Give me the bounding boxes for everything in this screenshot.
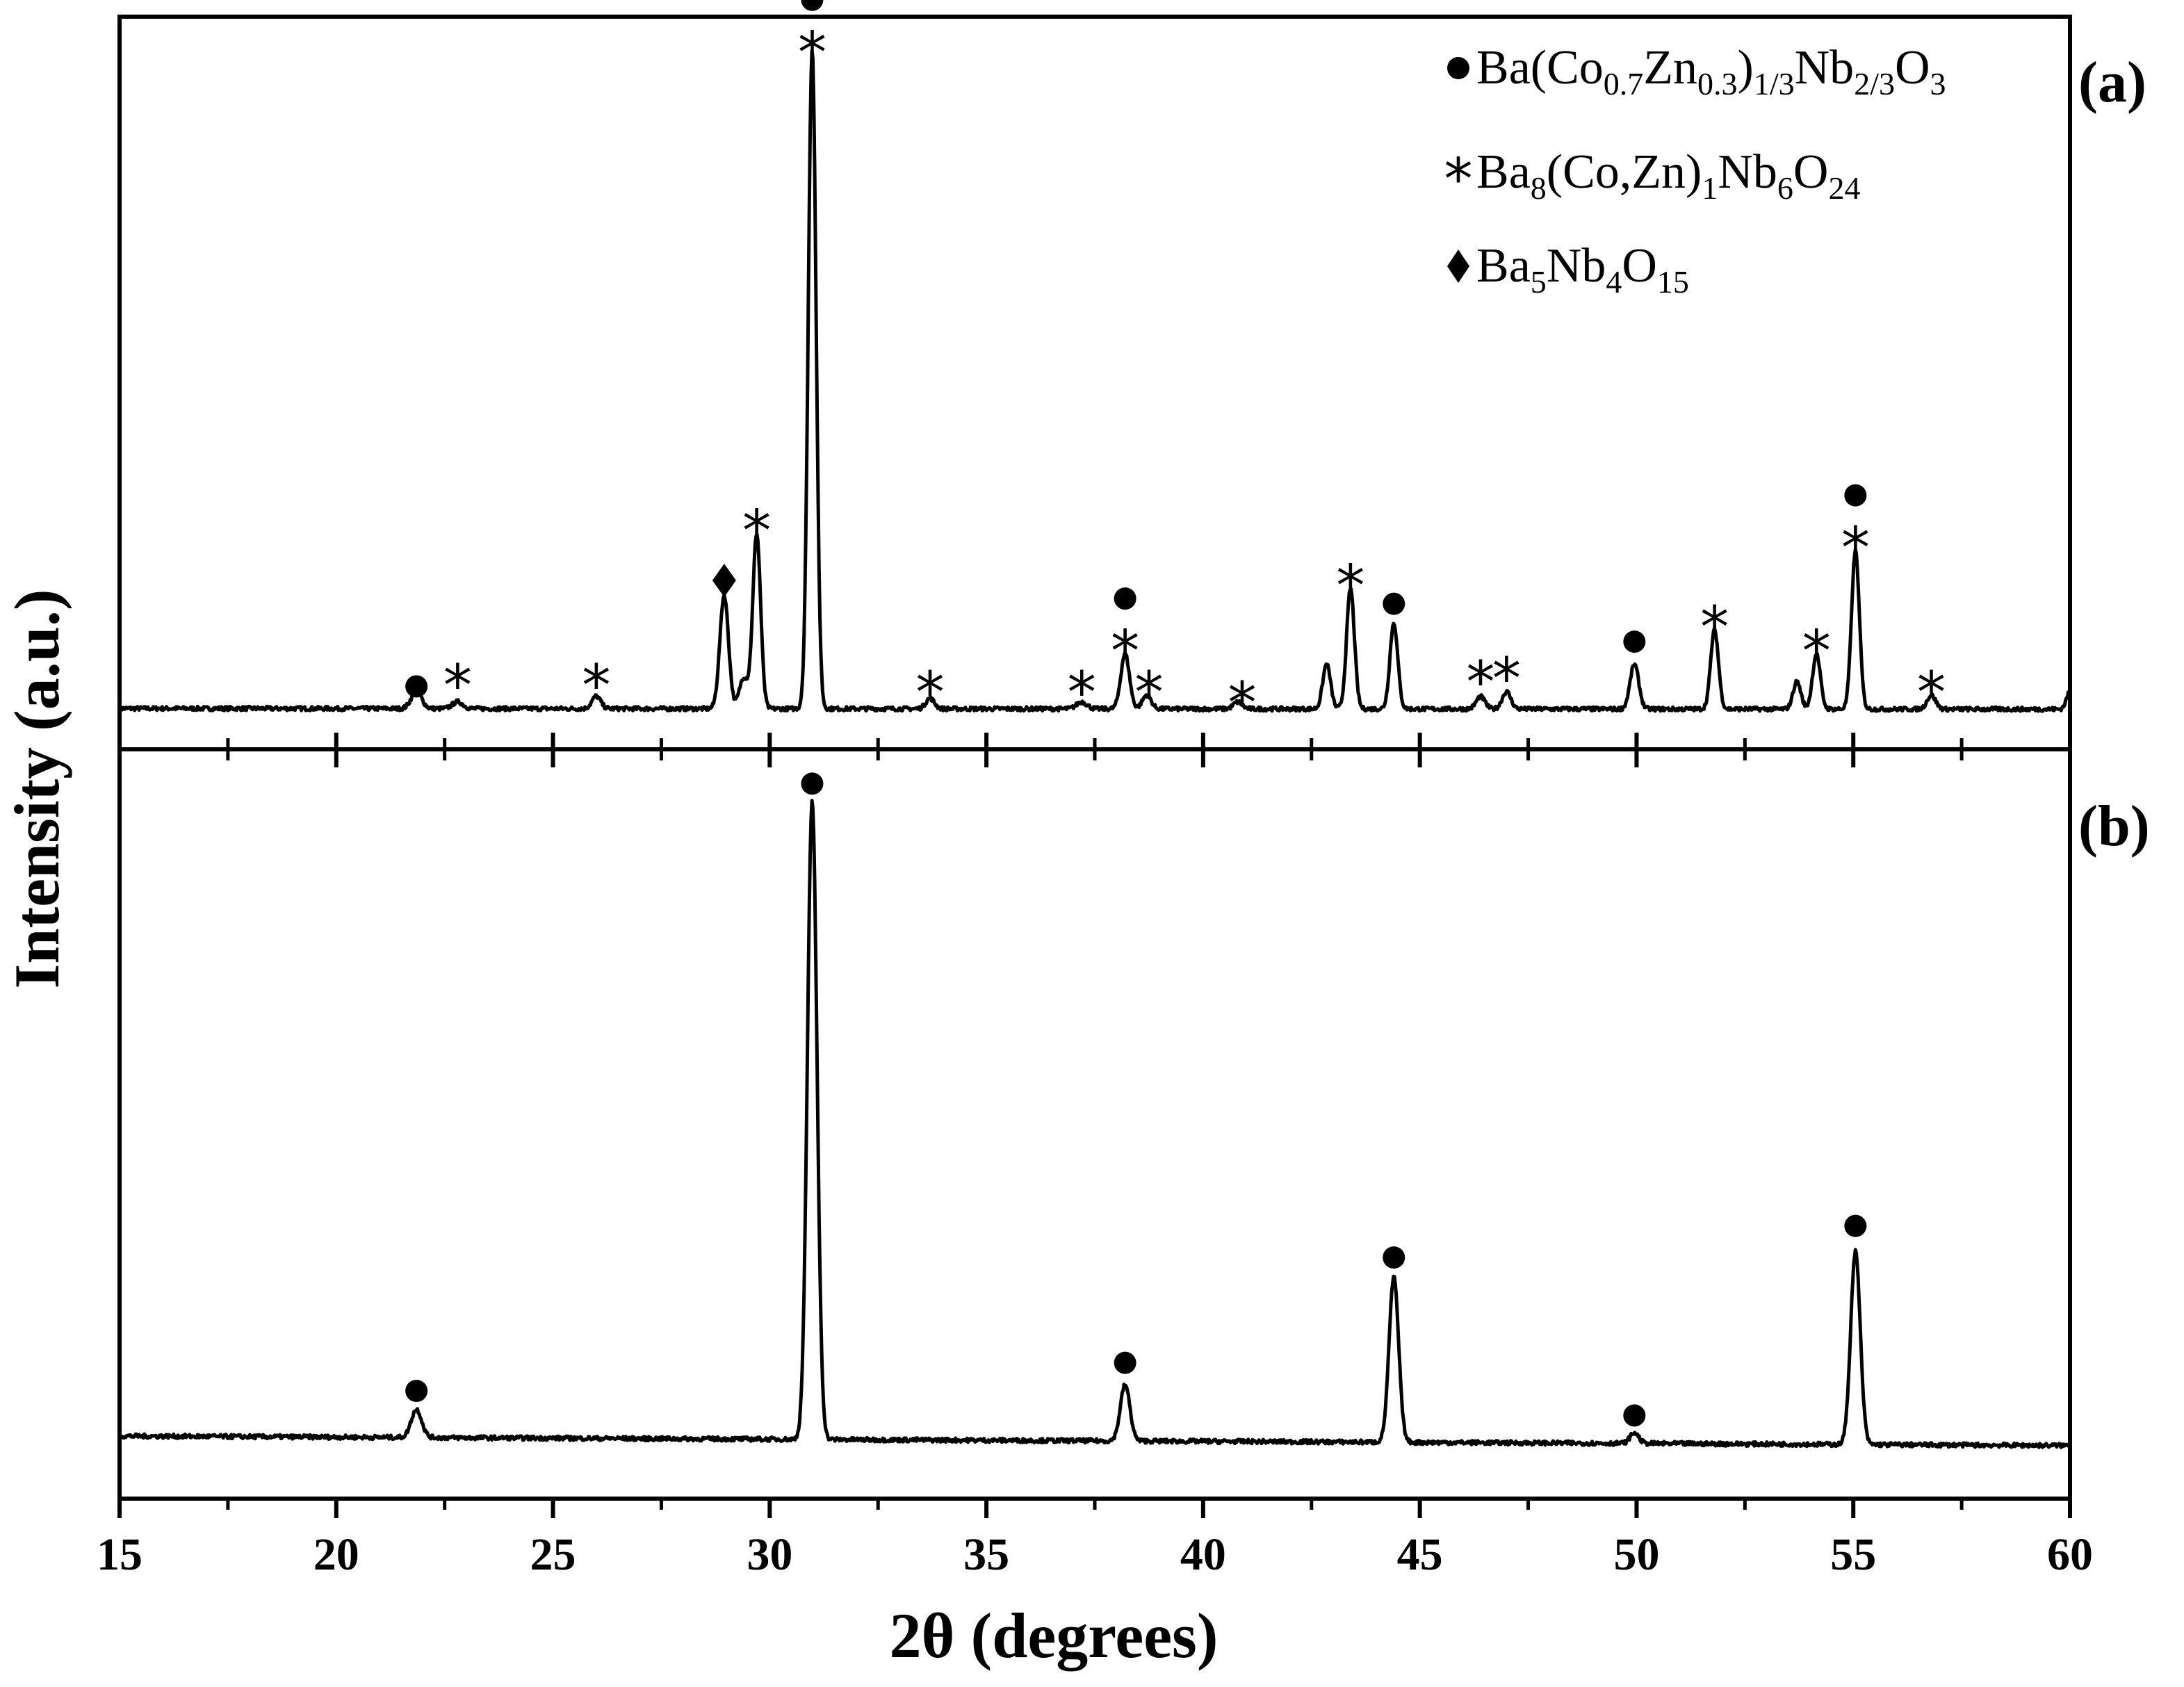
marker-a-16-asterisk: * bbox=[1700, 594, 1729, 660]
legend-entry-diamond: Ba5Nb4O15 bbox=[1476, 239, 1689, 300]
panel-label-b: (b) bbox=[2078, 794, 2150, 858]
marker-a-19-asterisk: * bbox=[1917, 660, 1946, 726]
legend-circle-s3: 1/3 bbox=[1754, 66, 1795, 101]
legend-diamond-t1: Nb bbox=[1547, 239, 1606, 293]
x-tick-label-45: 45 bbox=[1397, 1529, 1443, 1580]
marker-a-8-asterisk: * bbox=[1111, 619, 1139, 685]
marker-a-7-asterisk: * bbox=[1068, 660, 1096, 726]
panel-label-a: (a) bbox=[2078, 50, 2146, 115]
marker-a-2-asterisk: * bbox=[582, 653, 610, 719]
marker-a-17-asterisk: * bbox=[1802, 619, 1831, 685]
legend-asterisk-t3: O bbox=[1793, 145, 1829, 199]
marker-a-18-asterisk: * bbox=[1841, 516, 1870, 582]
x-axis-ticks bbox=[117, 733, 2072, 1518]
x-tick-label-50: 50 bbox=[1613, 1529, 1659, 1580]
x-tick-label-20: 20 bbox=[313, 1529, 359, 1580]
legend-diamond-icon bbox=[1447, 250, 1469, 283]
marker-b-5-circle bbox=[1844, 1214, 1867, 1237]
x-tick-label-35: 35 bbox=[963, 1529, 1009, 1580]
legend: Ba(Co0.7Zn0.3)1/3Nb2/3O3* Ba8(Co,Zn)1Nb6O… bbox=[1444, 41, 1946, 300]
marker-a-6-asterisk: * bbox=[916, 660, 945, 726]
marker-a-14-asterisk: * bbox=[1492, 646, 1521, 712]
marker-a-10-asterisk: * bbox=[1228, 670, 1257, 736]
legend-circle-s2: 0.3 bbox=[1697, 66, 1738, 101]
legend-asterisk-s4: 24 bbox=[1828, 170, 1860, 206]
legend-diamond-s1: 5 bbox=[1531, 264, 1547, 300]
x-tick-label-40: 40 bbox=[1180, 1529, 1226, 1580]
marker-a-15-circle bbox=[1623, 630, 1646, 653]
marker-a-5-circle bbox=[801, 0, 824, 11]
legend-asterisk-s3: 6 bbox=[1777, 170, 1793, 206]
legend-asterisk-t2: Nb bbox=[1718, 145, 1777, 199]
legend-circle-base: Ba(Co bbox=[1476, 41, 1604, 95]
marker-a-0-circle bbox=[405, 675, 428, 698]
legend-diamond-base: Ba bbox=[1476, 239, 1531, 293]
legend-entry-asterisk: Ba8(Co,Zn)1Nb6O24 bbox=[1476, 145, 1860, 206]
marker-a-12-circle bbox=[1383, 592, 1405, 615]
marker-a-8-circle bbox=[1114, 587, 1136, 610]
marker-b-2-circle bbox=[1114, 1351, 1136, 1374]
legend-asterisk-s1: 8 bbox=[1531, 170, 1547, 206]
marker-a-4-asterisk: * bbox=[742, 498, 771, 564]
legend-asterisk-t1: (Co,Zn) bbox=[1547, 145, 1702, 199]
marker-a-13-asterisk: * bbox=[1466, 650, 1494, 716]
x-axis-tick-labels: 15 20 25 30 35 40 45 50 55 60 bbox=[97, 1529, 2093, 1580]
x-tick-label-25: 25 bbox=[530, 1529, 576, 1580]
xrd-trace-b bbox=[117, 799, 2071, 1449]
legend-circle-s1: 0.7 bbox=[1604, 66, 1644, 101]
marker-a-1-asterisk: * bbox=[443, 653, 472, 719]
legend-circle-t1: Zn bbox=[1643, 41, 1697, 95]
legend-circle-t4: O bbox=[1895, 41, 1930, 95]
marker-a-18-circle bbox=[1844, 484, 1867, 507]
x-tick-label-15: 15 bbox=[97, 1529, 142, 1580]
x-tick-label-60: 60 bbox=[2047, 1529, 2093, 1580]
marker-b-4-circle bbox=[1623, 1404, 1646, 1427]
panel-a-frame bbox=[117, 15, 2072, 751]
x-axis-title: 2θ (degrees) bbox=[890, 1600, 1219, 1671]
xrd-trace-a bbox=[117, 49, 2071, 713]
y-axis-title: Intensity (a.u.) bbox=[1, 589, 72, 988]
x-tick-label-55: 55 bbox=[1830, 1529, 1876, 1580]
xrd-traces bbox=[117, 49, 2071, 1449]
legend-entry-circle: Ba(Co0.7Zn0.3)1/3Nb2/3O3 bbox=[1476, 41, 1946, 101]
marker-a-11-asterisk: * bbox=[1336, 553, 1364, 619]
marker-b-3-circle bbox=[1383, 1246, 1405, 1269]
legend-circle-t2: ) bbox=[1738, 41, 1754, 95]
legend-diamond-t2: O bbox=[1622, 239, 1657, 293]
x-tick-label-30: 30 bbox=[747, 1529, 792, 1580]
legend-diamond-s3: 15 bbox=[1657, 264, 1689, 300]
legend-diamond-s2: 4 bbox=[1606, 264, 1622, 300]
legend-circle-t3: Nb bbox=[1795, 41, 1855, 95]
legend-circle-s4: 2/3 bbox=[1854, 66, 1895, 101]
legend-asterisk-base: Ba bbox=[1476, 145, 1531, 199]
marker-a-5-asterisk: * bbox=[798, 20, 826, 86]
marker-a-3-diamond bbox=[712, 563, 736, 597]
marker-a-9-asterisk: * bbox=[1134, 660, 1163, 726]
marker-b-1-circle bbox=[801, 772, 824, 795]
legend-asterisk-s2: 1 bbox=[1702, 170, 1718, 206]
legend-asterisk-icon: * bbox=[1444, 147, 1473, 213]
legend-circle-icon bbox=[1447, 57, 1469, 79]
legend-circle-s5: 3 bbox=[1930, 66, 1946, 101]
phase-markers: * **** *** ***** *** bbox=[405, 0, 1946, 1427]
marker-b-0-circle bbox=[405, 1380, 428, 1402]
